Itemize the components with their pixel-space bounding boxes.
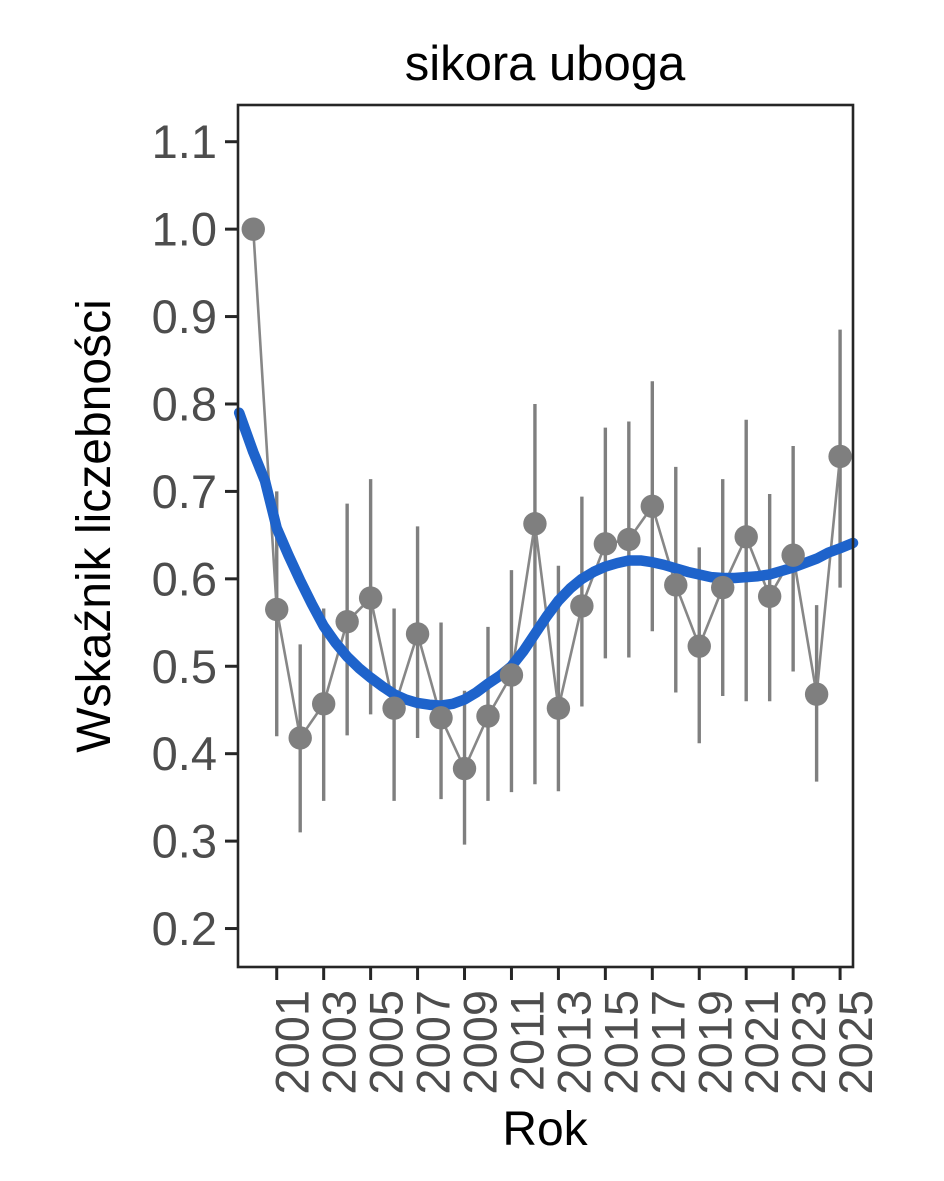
x-tick-label: 2019 [688,990,741,1095]
point-2021 [734,525,758,549]
point-2003 [311,692,336,716]
y-tick-label: 1.0 [152,203,217,256]
point-2011 [499,663,524,687]
point-2004 [335,609,359,634]
point-2019 [687,634,711,658]
y-axis-title: Wskaźnik liczebności [68,299,121,752]
point-2000 [241,217,265,241]
y-tick-label: 0.6 [152,552,217,605]
point-2005 [358,586,383,610]
chart-title: sikora uboga [405,37,686,91]
smooth-trend-line [233,407,859,711]
x-axis-title: Rok [502,1103,588,1156]
y-tick-label: 0.9 [152,290,217,343]
data-points [241,217,852,781]
point-2018 [664,573,688,597]
x-tick-label: 2011 [500,990,553,1091]
x-tick-label: 2015 [594,990,647,1095]
point-2001 [265,597,289,622]
point-2009 [452,756,477,781]
y-tick-label: 0.7 [152,465,217,518]
point-2020 [711,575,735,600]
x-tick-label: 2025 [829,990,882,1095]
x-tick-label: 2003 [313,990,366,1095]
point-2022 [757,584,782,609]
y-tick-label: 0.8 [152,377,217,430]
point-2002 [288,726,312,750]
x-tick-label: 2021 [735,990,788,1095]
point-2024 [804,682,829,706]
point-2010 [476,704,500,728]
point-2012 [523,512,547,536]
point-2025 [828,444,852,469]
y-tick-label: 0.3 [152,815,217,868]
x-tick-label: 2023 [782,990,835,1095]
point-2017 [640,494,665,518]
y-tick-label: 0.2 [152,902,217,955]
x-tick-label: 2009 [454,990,507,1095]
x-tick-label: 2013 [547,990,600,1095]
x-tick-label: 2005 [360,990,413,1095]
point-2008 [429,706,453,730]
x-tick-label: 2017 [641,990,694,1095]
panel-background [238,105,853,967]
point-2006 [382,696,406,720]
point-2023 [781,543,805,567]
axes: 1.11.00.90.80.70.60.50.40.30.22001200320… [152,103,882,1095]
point-2016 [617,527,641,552]
x-tick-label: 2001 [266,990,319,1095]
point-2015 [593,532,618,556]
y-tick-label: 1.1 [152,115,217,168]
panel-border [236,103,855,969]
point-2013 [546,696,571,720]
y-tick-label: 0.5 [152,640,217,693]
point-2007 [405,622,430,646]
y-tick-label: 0.4 [152,727,217,780]
x-tick-label: 2007 [407,990,460,1095]
point-2014 [570,594,594,618]
plot-area: 1.11.00.90.80.70.60.50.40.30.22001200320… [152,103,882,1095]
